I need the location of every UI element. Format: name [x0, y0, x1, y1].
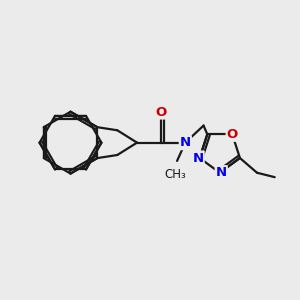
Text: CH₃: CH₃ — [165, 168, 187, 181]
Text: N: N — [193, 152, 204, 164]
Text: N: N — [180, 136, 191, 149]
Text: O: O — [155, 106, 167, 118]
Text: N: N — [216, 166, 227, 179]
Text: O: O — [226, 128, 238, 141]
